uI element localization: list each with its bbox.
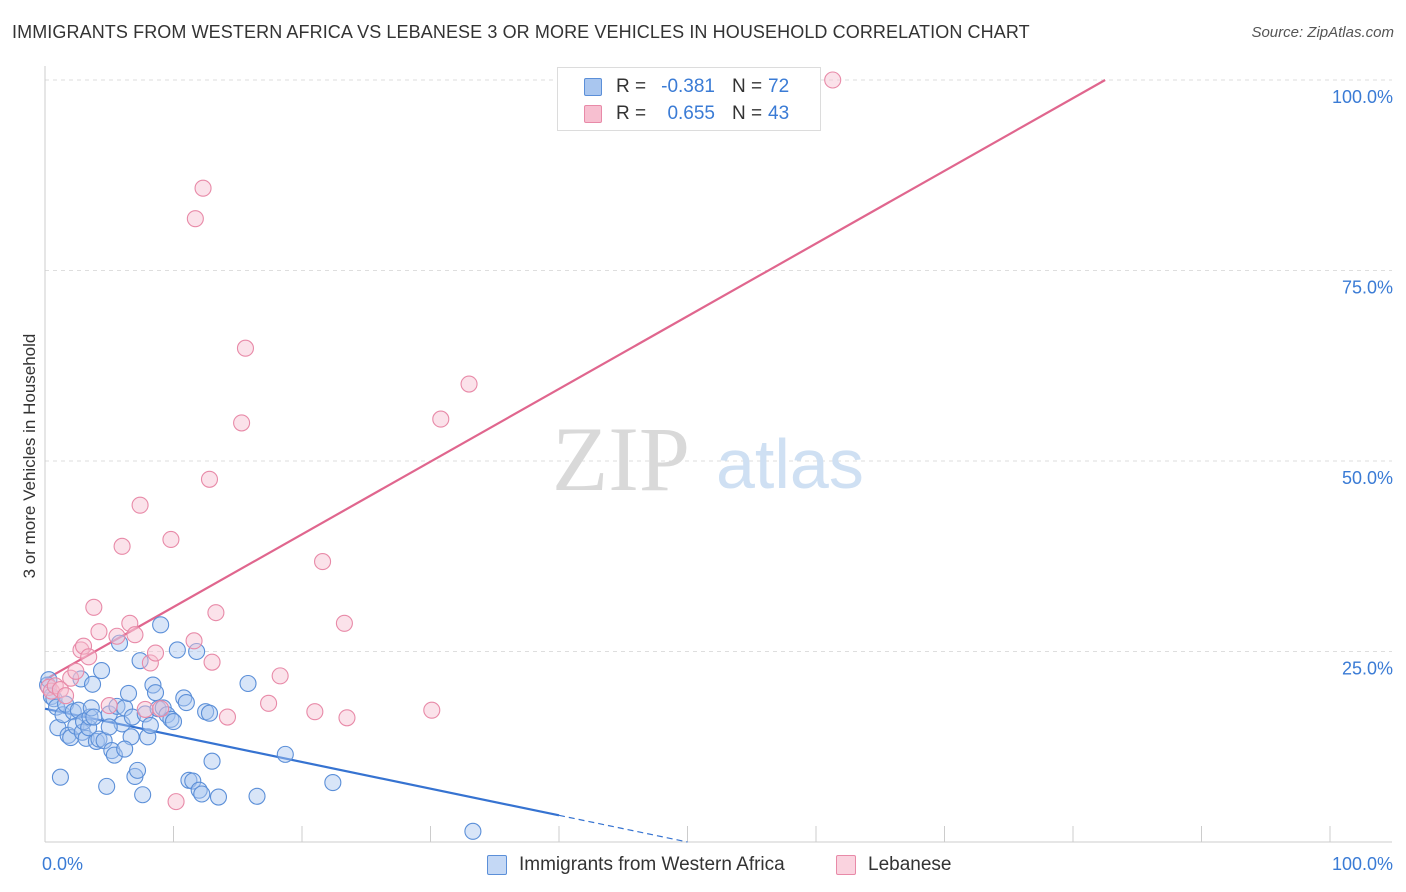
correlation-legend: R = -0.381 N = 72 R = 0.655 N = 43 — [557, 67, 821, 131]
data-point-lebanese — [132, 497, 148, 513]
legend-label-lebanese: Lebanese — [868, 854, 951, 876]
data-point-lebanese — [461, 376, 477, 392]
data-point-western-africa — [169, 642, 185, 658]
data-point-western-africa — [166, 714, 182, 730]
data-point-western-africa — [210, 789, 226, 805]
y-tick-label: 50.0% — [1342, 468, 1393, 488]
y-tick-label: 75.0% — [1342, 278, 1393, 298]
data-point-lebanese — [219, 709, 235, 725]
legend-swatch-pink — [584, 105, 602, 123]
data-point-western-africa — [249, 788, 265, 804]
data-point-western-africa — [201, 705, 217, 721]
watermark-zip: ZIP — [552, 408, 690, 510]
series-legend: Immigrants from Western Africa Lebanese — [0, 852, 1406, 878]
y-tick-label: 25.0% — [1342, 659, 1393, 679]
legend-r-label: R = — [616, 103, 646, 125]
legend-n-value: 72 — [768, 76, 789, 98]
trend-line-extension — [559, 815, 688, 842]
data-point-western-africa — [465, 823, 481, 839]
data-point-lebanese — [86, 599, 102, 615]
data-point-lebanese — [433, 411, 449, 427]
data-point-lebanese — [307, 704, 323, 720]
data-point-lebanese — [109, 628, 125, 644]
data-point-western-africa — [101, 719, 117, 735]
data-point-lebanese — [234, 415, 250, 431]
data-point-lebanese — [424, 702, 440, 718]
data-point-western-africa — [85, 676, 101, 692]
data-point-lebanese — [101, 698, 117, 714]
data-point-western-africa — [277, 746, 293, 762]
data-point-lebanese — [204, 654, 220, 670]
data-point-lebanese — [261, 695, 277, 711]
data-point-lebanese — [58, 688, 74, 704]
data-point-western-africa — [325, 775, 341, 791]
legend-r-value: -0.381 — [653, 76, 715, 98]
data-point-western-africa — [86, 709, 102, 725]
data-point-western-africa — [178, 695, 194, 711]
data-point-western-africa — [148, 685, 164, 701]
data-point-lebanese — [68, 663, 84, 679]
data-point-lebanese — [237, 340, 253, 356]
data-point-lebanese — [195, 180, 211, 196]
legend-n-label: N = — [732, 103, 762, 125]
data-point-western-africa — [117, 741, 133, 757]
data-point-lebanese — [127, 627, 143, 643]
data-point-lebanese — [81, 649, 97, 665]
data-point-western-africa — [52, 769, 68, 785]
data-point-lebanese — [825, 72, 841, 88]
legend-n-value: 43 — [768, 103, 789, 125]
legend-swatch-pink — [836, 855, 856, 875]
data-point-lebanese — [339, 710, 355, 726]
data-point-western-africa — [153, 617, 169, 633]
legend-label-western-africa: Immigrants from Western Africa — [519, 854, 785, 876]
data-point-western-africa — [94, 663, 110, 679]
data-point-lebanese — [153, 701, 169, 717]
data-point-lebanese — [91, 624, 107, 640]
data-point-lebanese — [148, 645, 164, 661]
y-tick-label: 100.0% — [1332, 87, 1393, 107]
data-point-western-africa — [99, 778, 115, 794]
legend-swatch-blue — [487, 855, 507, 875]
legend-swatch-blue — [584, 78, 602, 96]
legend-r-label: R = — [616, 76, 646, 98]
data-point-lebanese — [336, 615, 352, 631]
legend-row-lebanese: R = 0.655 N = 43 — [558, 102, 820, 126]
watermark-atlas: atlas — [716, 425, 864, 503]
data-point-western-africa — [130, 762, 146, 778]
data-point-western-africa — [121, 685, 137, 701]
legend-r-value: 0.655 — [653, 103, 715, 125]
data-point-lebanese — [168, 794, 184, 810]
data-point-lebanese — [208, 605, 224, 621]
data-point-lebanese — [272, 668, 288, 684]
data-point-lebanese — [137, 701, 153, 717]
data-point-lebanese — [187, 211, 203, 227]
data-point-lebanese — [201, 471, 217, 487]
data-point-lebanese — [315, 554, 331, 570]
legend-row-western-africa: R = -0.381 N = 72 — [558, 75, 820, 99]
trend-line-lebanese — [45, 80, 1105, 680]
data-point-western-africa — [142, 717, 158, 733]
data-point-western-africa — [240, 676, 256, 692]
data-point-western-africa — [204, 753, 220, 769]
data-point-lebanese — [114, 538, 130, 554]
legend-n-label: N = — [732, 76, 762, 98]
scatter-chart: ZIP atlas 25.0%50.0%75.0%100.0%0.0% 100.0… — [0, 0, 1406, 892]
data-point-lebanese — [186, 633, 202, 649]
data-point-western-africa — [194, 786, 210, 802]
data-point-lebanese — [163, 531, 179, 547]
data-point-western-africa — [135, 787, 151, 803]
